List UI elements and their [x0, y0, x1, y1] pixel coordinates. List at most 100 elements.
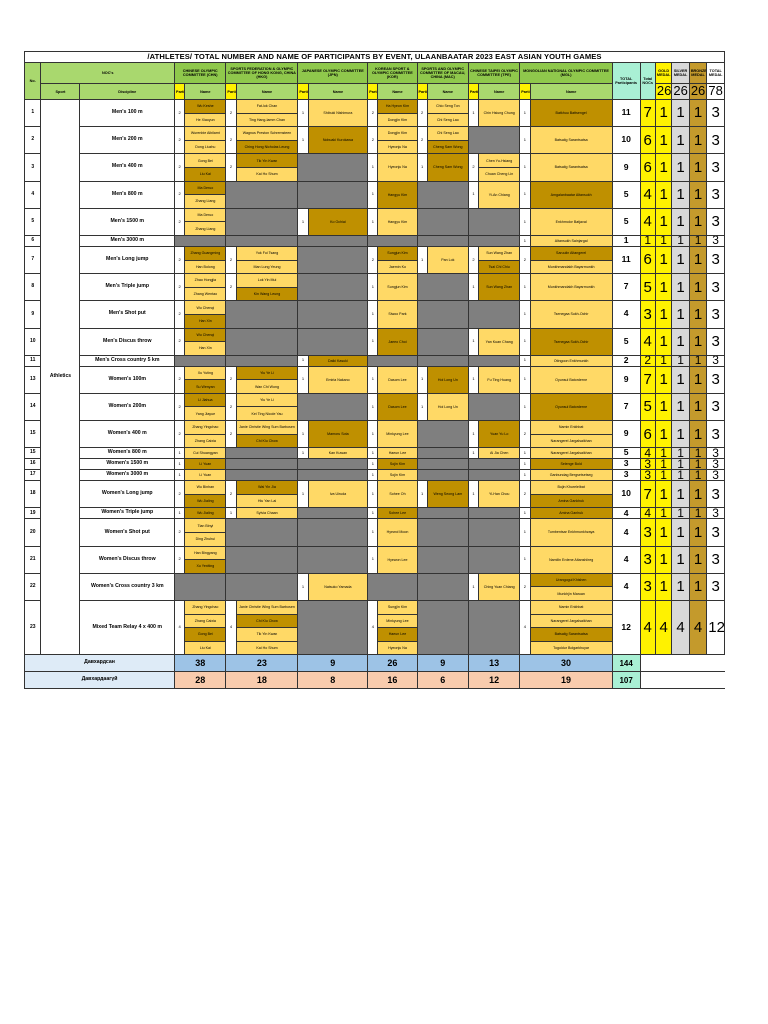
total-nocs-cell: 3	[639, 518, 656, 547]
event-row: 11 Men's Cross country 5 km 1 Daiki Kasuki 1…	[23, 354, 725, 367]
total-nocs-cell: 2	[639, 354, 656, 367]
participant-count-chn: 2	[174, 245, 186, 275]
athlete-name-hkg: Lok Yin Mui	[235, 273, 299, 288]
bronze-medal-cell: 1	[688, 518, 708, 547]
total-medal-cell: 3	[706, 354, 725, 367]
discipline-cell: Men's Cross country 5 km	[79, 354, 176, 367]
athlete-name-chn: Zhang Liang	[184, 194, 227, 209]
participant-count-hkg: 2	[225, 126, 237, 155]
silver-medal-cell: 1	[671, 458, 690, 471]
athlete-name-mgl: Narangerel Jargalsaikhan	[529, 447, 613, 460]
summary-value-mac: 6	[416, 671, 469, 690]
athlete-name-chn: Wu Jialing	[184, 493, 227, 509]
athlete-name-kor: Haeun Lee	[377, 627, 418, 642]
silver-total: 26	[671, 83, 690, 100]
event-row: 16 Women's 1500 m 1 Li Yuan 1 Sojin Kim 1 Selen…	[23, 458, 725, 471]
summary-label: Давхардаагүй	[23, 671, 176, 690]
participant-count-mgl: 1	[519, 507, 531, 520]
gold-medal-cell: 1	[654, 245, 673, 275]
empty-mac-cell	[416, 447, 469, 460]
bronze-medal-cell: 1	[688, 507, 708, 520]
participant-count-kor: 1	[367, 180, 379, 209]
athlete-name-kor: Jaemin Ko	[377, 259, 418, 275]
name-header: Name	[235, 83, 299, 100]
athlete-name-chn: Zhang Guangming	[184, 245, 227, 261]
noc-header-mac: SPORTS AND OLYMPIC COMMITTEE OF MACAU, C…	[416, 61, 469, 85]
participant-count-kor: 2	[367, 98, 379, 128]
athlete-name-chn: Xu Yuting	[184, 365, 227, 381]
event-number: 5	[23, 207, 42, 236]
empty-tpe-cell	[467, 126, 521, 155]
athlete-name-mac: Chi Seng Lao	[426, 126, 469, 141]
athlete-name-mgl: Amina Ganhuk	[529, 507, 613, 520]
athlete-name-chn: Tian Binyi	[184, 518, 227, 534]
athlete-name-hkg: Yiu Ye Li	[235, 365, 299, 381]
discipline-cell: Men's 400 m	[79, 153, 176, 182]
athlete-name-mgl: Batsaiig Sarantsatsa	[529, 153, 613, 182]
athlete-name-jpn: Shibuki Nishimura	[307, 98, 369, 128]
bronze-medal-cell: 1	[688, 327, 708, 356]
participant-count-chn: 2	[174, 300, 186, 329]
athlete-name-jpn: Emiria Nakano	[307, 365, 369, 394]
discipline-cell: Women's Long jump	[79, 480, 176, 509]
empty-chn-cell	[174, 354, 227, 367]
total-participants-cell: 4	[611, 518, 641, 547]
participant-count-mgl: 1	[519, 273, 531, 302]
event-row: 18 Women's Long jump 2 Wu Binhan 2 Wai Yin Ji…	[23, 480, 725, 509]
athlete-name-chn: Zhao Hongjia	[184, 273, 227, 288]
total-nocs-cell: 3	[639, 545, 656, 574]
total-nocs-cell: 6	[639, 245, 656, 275]
empty-chn-cell	[174, 234, 227, 247]
bronze-medal-cell: 1	[688, 458, 708, 471]
athlete-name-hkg: Hiu Yan Lai	[235, 493, 299, 509]
gold-medal-header: GOLD MEDAL	[654, 61, 673, 85]
total-nocs-cell: 6	[639, 126, 656, 155]
total-medal-header: TOTAL MEDAL	[706, 61, 725, 85]
bronze-medal-cell: 1	[688, 447, 708, 460]
event-subrow: Zhang Caixia Chi Kiu Chow Narangerel Jarga…	[25, 433, 725, 449]
event-subrow: Xu Yexiting	[25, 559, 725, 574]
discipline-cell: Women's 3000 m	[79, 469, 176, 482]
empty-jpn-cell	[297, 545, 369, 574]
event-number: 10	[23, 327, 42, 356]
participant-count-kor: 1	[367, 518, 379, 547]
participant-count-mgl: 1	[519, 458, 531, 471]
participant-count-mgl: 2	[519, 480, 531, 509]
empty-mac-cell	[416, 507, 469, 520]
total-nocs-cell: 5	[639, 392, 656, 422]
bronze-medal-cell: 1	[688, 365, 708, 394]
total-nocs-cell: 4	[639, 327, 656, 356]
total-participants-cell: 7	[611, 273, 641, 302]
event-number: 21	[23, 545, 42, 574]
total-participants-cell: 3	[611, 458, 641, 471]
athlete-name-mgl: Tsenegaa Sukh-Ochir	[529, 327, 613, 356]
event-row: 1 Athletics Men's 100 m 2 Wu Keshe 2 Fat-lok C…	[23, 98, 725, 656]
silver-medal-header: SILVER MEDAL	[671, 61, 690, 85]
total-participants-cell: 4	[611, 507, 641, 520]
athlete-name-jpn: Daiki Kasuki	[307, 354, 369, 367]
participant-count-chn: 2	[174, 327, 186, 356]
bronze-medal-cell: 1	[688, 545, 708, 574]
event-row: 6 Men's 3000 m 1 Altansukh Sainjargal 1 1 1 1 1 3	[23, 234, 725, 247]
athlete-name-chn: Zhang Caixia	[184, 613, 227, 629]
participant-count-chn: 2	[174, 126, 186, 155]
participant-count-chn: 2	[174, 480, 186, 509]
participant-count-chn: 1	[174, 458, 186, 471]
event-subrow: Liu Kai Kai Ho Shum Hyeonju Na Togoldur Bol…	[25, 640, 725, 656]
athlete-name-mgl: Oyunsul Batorderne	[529, 365, 613, 394]
gold-total: 26	[654, 83, 673, 100]
participants-table: /ATHLETES/ TOTAL NUMBER AND NAME OF PART…	[23, 51, 725, 690]
silver-medal-cell: 4	[671, 599, 690, 656]
bronze-medal-cell: 1	[688, 420, 708, 449]
participant-count-hkg: 2	[225, 153, 237, 182]
empty-kor-cell	[367, 234, 418, 247]
noc-header-jpn: JAPANESE OLYMPIC COMMITTEE (JPN)	[297, 61, 369, 85]
athlete-name-mgl: Ganbundag Bergsetsetseg	[529, 469, 613, 482]
athlete-name-mac: Weng Seong Lam	[426, 480, 469, 509]
participant-count-kor: 1	[367, 153, 379, 182]
athlete-name-tpe: Ching Yuan Chiang	[478, 572, 521, 602]
bronze-medal-cell: 4	[688, 599, 708, 656]
event-number: 11	[23, 354, 42, 367]
silver-medal-cell: 1	[671, 507, 690, 520]
athlete-name-chn: Li Jiahua	[184, 392, 227, 408]
